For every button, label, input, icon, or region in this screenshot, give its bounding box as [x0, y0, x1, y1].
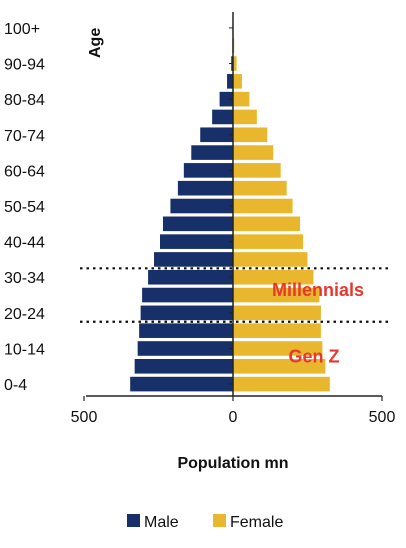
- bar-male-55-59: [177, 180, 233, 196]
- bar-male-65-69: [191, 145, 233, 160]
- bar-female-55-59: [233, 180, 287, 196]
- bar-female-0-4: [233, 376, 330, 392]
- bar-male-40-44: [159, 234, 233, 249]
- legend-swatch-female: [213, 514, 226, 527]
- y-tick-label: 90-94: [4, 57, 45, 74]
- legend-swatch-male: [127, 514, 140, 527]
- y-tick-label: 80-84: [4, 92, 45, 109]
- bar-male-25-29: [142, 287, 233, 303]
- x-tick-label: 0: [229, 409, 238, 426]
- bar-female-20-24: [233, 305, 321, 321]
- bar-male-85-89: [227, 74, 233, 89]
- annotations: Millennials Gen Z: [272, 280, 364, 366]
- x-tick-label: 500: [71, 409, 98, 426]
- bar-male-0-4: [130, 376, 233, 392]
- bar-male-30-34: [148, 269, 233, 285]
- bar-female-15-19: [233, 323, 321, 338]
- bar-male-80-84: [219, 91, 233, 107]
- bar-female-85-89: [233, 74, 242, 89]
- legend-label-male: Male: [144, 514, 179, 531]
- y-tick-label: 20-24: [4, 306, 45, 323]
- bar-female-80-84: [233, 91, 250, 107]
- y-tick-label: 10-14: [4, 341, 45, 358]
- bars-group: [130, 20, 330, 392]
- bar-female-70-74: [233, 127, 268, 143]
- y-tick-label: 40-44: [4, 235, 45, 252]
- bar-female-65-69: [233, 145, 274, 160]
- bar-male-50-54: [170, 198, 233, 214]
- x-axis-title: Population mn: [177, 455, 288, 472]
- y-tick-label: 60-64: [4, 163, 45, 180]
- bar-male-20-24: [140, 305, 233, 321]
- bar-male-60-64: [183, 163, 233, 178]
- x-tick-labels: 500 0 500: [71, 396, 396, 426]
- bar-female-10-14: [233, 341, 323, 356]
- bar-male-5-9: [134, 358, 233, 374]
- legend: Male Female: [127, 514, 283, 531]
- y-tick-label: 70-74: [4, 128, 45, 145]
- legend-label-female: Female: [230, 514, 283, 531]
- bar-male-45-49: [162, 216, 233, 232]
- bar-female-75-79: [233, 109, 257, 125]
- bar-female-5-9: [233, 358, 326, 374]
- y-tick-label: 100+: [4, 21, 40, 38]
- annotation-millennials: Millennials: [272, 280, 364, 300]
- y-axis-title: Age: [87, 28, 104, 58]
- bar-male-70-74: [200, 127, 233, 143]
- bar-female-35-39: [233, 252, 308, 267]
- bar-male-75-79: [212, 109, 233, 125]
- y-tick-labels: 0-4 10-14 20-24 30-34 40-44 50-54 60-64 70-74 80…: [4, 21, 233, 394]
- bar-female-25-29: [233, 287, 320, 303]
- bar-female-45-49: [233, 216, 301, 232]
- y-tick-label: 50-54: [4, 199, 45, 216]
- bar-female-90-94: [233, 56, 237, 71]
- x-tick-label: 500: [369, 409, 396, 426]
- bar-female-60-64: [233, 163, 281, 178]
- bar-female-30-34: [233, 269, 314, 285]
- y-tick-label: 30-34: [4, 270, 45, 287]
- bar-male-35-39: [154, 252, 233, 267]
- annotation-gen-z: Gen Z: [288, 346, 339, 366]
- bar-female-50-54: [233, 198, 293, 214]
- bar-female-40-44: [233, 234, 304, 249]
- y-tick-label: 0-4: [4, 377, 27, 394]
- bar-male-15-19: [139, 323, 233, 338]
- bar-male-10-14: [137, 341, 233, 356]
